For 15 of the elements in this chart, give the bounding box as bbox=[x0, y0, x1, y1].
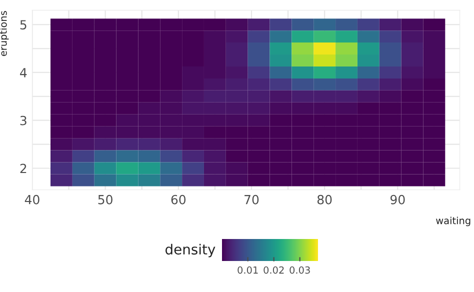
y-tick-label: 4 bbox=[20, 68, 27, 78]
x-tick-label: 60 bbox=[171, 194, 186, 204]
y-tick-label: 3 bbox=[20, 116, 26, 126]
x-tick-label: 80 bbox=[317, 194, 332, 204]
x-tick-label: 50 bbox=[98, 194, 112, 204]
x-tick-label: 90 bbox=[390, 194, 405, 204]
color-bar-label: 0.01 bbox=[238, 266, 258, 274]
y-tick-label: 5 bbox=[20, 20, 26, 30]
color-bar-label: 0.02 bbox=[264, 266, 284, 274]
color-bar-title: density bbox=[166, 244, 216, 258]
x-tick-label: 70 bbox=[244, 194, 259, 204]
y-tick-label: 2 bbox=[20, 164, 26, 173]
x-axis-title: waiting bbox=[436, 216, 470, 226]
x-tick-label: 40 bbox=[24, 194, 40, 204]
color-bar-label: 0.03 bbox=[290, 266, 310, 274]
